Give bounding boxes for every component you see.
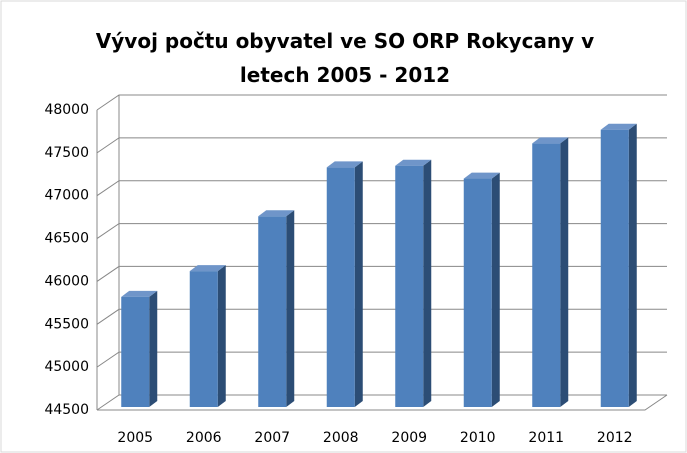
bar-side bbox=[423, 159, 432, 407]
y-tick-label: 44500 bbox=[44, 402, 89, 418]
x-tick-label: 2011 bbox=[528, 430, 564, 446]
bar-side bbox=[217, 265, 226, 407]
bar bbox=[121, 290, 158, 407]
y-tick-label: 46000 bbox=[44, 273, 89, 289]
bar-front bbox=[395, 165, 424, 407]
bar-side bbox=[286, 210, 295, 407]
x-tick-label: 2007 bbox=[254, 430, 290, 446]
bar bbox=[600, 123, 637, 407]
bar-side bbox=[491, 172, 500, 407]
bar-top bbox=[532, 137, 569, 144]
grid-line bbox=[96, 137, 667, 154]
y-tick-label: 47000 bbox=[44, 188, 89, 204]
bar-top bbox=[121, 290, 158, 297]
x-tick-label: 2005 bbox=[117, 430, 153, 446]
x-tick-label: 2009 bbox=[391, 430, 427, 446]
bar-front bbox=[532, 143, 561, 407]
y-tick-label: 48000 bbox=[44, 102, 89, 118]
floor-edge bbox=[97, 394, 668, 411]
bar bbox=[189, 265, 226, 407]
chart-title: Vývoj počtu obyvatel ve SO ORP Rokycany … bbox=[95, 29, 595, 87]
bar-top bbox=[600, 123, 637, 130]
bar-front bbox=[258, 216, 287, 407]
bar-front bbox=[189, 271, 218, 407]
y-tick-label: 45500 bbox=[44, 316, 89, 332]
bar bbox=[532, 137, 569, 407]
bar-front bbox=[463, 178, 492, 407]
bar-front bbox=[121, 296, 150, 407]
bar bbox=[326, 161, 363, 407]
bar-top bbox=[326, 161, 363, 168]
y-tick-label: 46500 bbox=[44, 231, 89, 247]
grid-line bbox=[96, 94, 667, 111]
x-tick-label: 2012 bbox=[597, 430, 633, 446]
bar-side bbox=[628, 123, 637, 407]
y-tick-label: 47500 bbox=[44, 145, 89, 161]
x-tick-label: 2008 bbox=[323, 430, 359, 446]
bar-top bbox=[258, 210, 295, 217]
bar-front bbox=[326, 167, 355, 407]
bar-side bbox=[149, 290, 158, 407]
x-tick-label: 2010 bbox=[460, 430, 496, 446]
bar-top bbox=[189, 265, 226, 272]
bar bbox=[463, 172, 500, 407]
bar bbox=[258, 210, 295, 407]
y-tick-label: 45000 bbox=[44, 359, 89, 375]
bar-top bbox=[395, 159, 432, 166]
bar-side bbox=[354, 161, 363, 407]
bar-front bbox=[600, 129, 629, 407]
bar-side bbox=[560, 137, 569, 407]
bar bbox=[395, 159, 432, 407]
x-tick-label: 2006 bbox=[186, 430, 222, 446]
bar-top bbox=[463, 172, 500, 179]
